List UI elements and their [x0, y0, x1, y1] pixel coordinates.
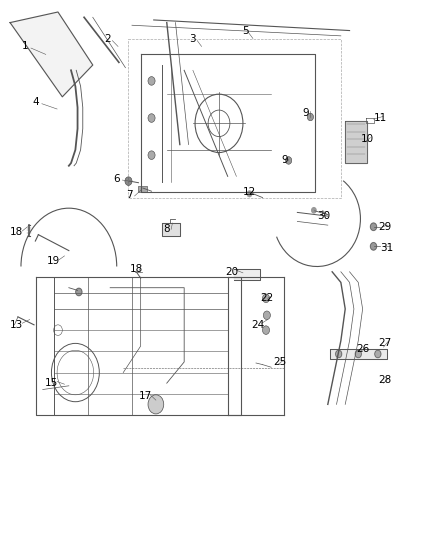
- Text: 1: 1: [22, 42, 28, 52]
- Circle shape: [262, 326, 269, 334]
- Text: 2: 2: [105, 34, 111, 44]
- Circle shape: [148, 77, 155, 85]
- Circle shape: [307, 114, 314, 120]
- Circle shape: [148, 151, 155, 159]
- Circle shape: [312, 208, 316, 213]
- Polygon shape: [10, 12, 93, 97]
- Text: 25: 25: [273, 357, 286, 367]
- Circle shape: [355, 350, 361, 358]
- Circle shape: [371, 223, 377, 230]
- Text: 3: 3: [190, 34, 196, 44]
- Circle shape: [148, 114, 155, 122]
- Text: 9: 9: [281, 156, 288, 165]
- Text: 28: 28: [378, 375, 391, 385]
- Text: 10: 10: [360, 134, 374, 144]
- Circle shape: [375, 350, 381, 358]
- Text: 5: 5: [242, 26, 248, 36]
- Text: 7: 7: [127, 190, 133, 200]
- Text: 9: 9: [303, 108, 309, 118]
- Text: 15: 15: [45, 378, 58, 388]
- Circle shape: [148, 395, 164, 414]
- Text: 27: 27: [378, 338, 391, 349]
- Bar: [138, 186, 147, 192]
- Bar: [138, 186, 147, 192]
- Text: 17: 17: [138, 391, 152, 401]
- Text: 19: 19: [47, 256, 60, 266]
- Text: 11: 11: [374, 113, 387, 123]
- Text: 18: 18: [10, 227, 23, 237]
- Text: 18: 18: [130, 264, 143, 274]
- Circle shape: [263, 311, 270, 319]
- Polygon shape: [162, 223, 180, 236]
- Text: 8: 8: [163, 224, 170, 235]
- Text: 12: 12: [243, 187, 256, 197]
- Circle shape: [371, 243, 377, 250]
- Circle shape: [76, 288, 82, 296]
- Text: 22: 22: [260, 293, 273, 303]
- Polygon shape: [330, 349, 387, 359]
- Circle shape: [125, 177, 132, 185]
- Text: 31: 31: [380, 243, 393, 253]
- Circle shape: [262, 294, 269, 303]
- Text: 6: 6: [113, 174, 120, 184]
- Circle shape: [286, 157, 292, 164]
- Text: 20: 20: [226, 267, 239, 277]
- Text: 29: 29: [378, 222, 391, 232]
- Text: 24: 24: [251, 320, 265, 330]
- Polygon shape: [345, 120, 367, 163]
- Circle shape: [336, 350, 342, 358]
- Text: 30: 30: [317, 211, 330, 221]
- Text: 13: 13: [10, 320, 23, 330]
- Polygon shape: [234, 269, 260, 280]
- Text: 26: 26: [356, 344, 369, 354]
- Text: 4: 4: [33, 97, 39, 107]
- Circle shape: [247, 191, 252, 197]
